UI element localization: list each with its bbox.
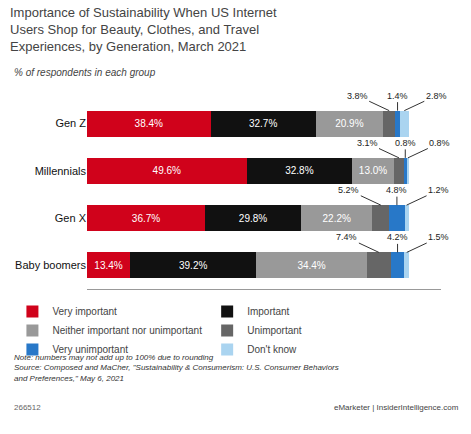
svg-text:1.4%: 1.4% [387,91,408,101]
svg-text:Baby boomers: Baby boomers [15,259,86,271]
svg-text:Don't know: Don't know [247,344,297,355]
svg-text:3.8%: 3.8% [347,91,368,101]
svg-text:Very unimportant: Very unimportant [52,344,128,355]
svg-text:0.8%: 0.8% [429,138,450,148]
svg-text:Importance of Sustainability W: Importance of Sustainability When US Int… [10,5,277,54]
svg-text:13.0%: 13.0% [359,165,387,176]
svg-text:1.5%: 1.5% [428,232,449,242]
svg-text:266512: 266512 [14,403,41,412]
svg-text:13.4%: 13.4% [94,260,122,271]
svg-text:Unimportant: Unimportant [247,325,302,336]
svg-text:38.4%: 38.4% [135,118,163,129]
svg-text:34.4%: 34.4% [297,260,325,271]
svg-text:39.2%: 39.2% [179,260,207,271]
svg-text:7.4%: 7.4% [336,232,357,242]
svg-text:29.8%: 29.8% [239,213,267,224]
svg-text:% of respondents in each group: % of respondents in each group [14,67,156,78]
svg-text:Gen Z: Gen Z [55,117,86,129]
svg-text:0.8%: 0.8% [395,138,416,148]
svg-text:32.7%: 32.7% [249,118,277,129]
svg-text:Very important: Very important [52,306,117,317]
svg-text:49.6%: 49.6% [153,165,181,176]
svg-text:22.2%: 22.2% [322,213,350,224]
svg-text:20.9%: 20.9% [335,118,363,129]
svg-text:4.2%: 4.2% [387,232,408,242]
svg-text:5.2%: 5.2% [338,185,359,195]
svg-text:32.8%: 32.8% [285,165,313,176]
svg-text:2.8%: 2.8% [426,91,447,101]
svg-text:Gen X: Gen X [55,212,87,224]
svg-text:Note: numbers may not add up t: Note: numbers may not add up to 100% due… [14,353,339,383]
svg-text:Millennials: Millennials [35,165,87,177]
svg-text:4.8%: 4.8% [386,185,407,195]
svg-text:3.1%: 3.1% [357,138,378,148]
svg-text:1.2%: 1.2% [428,185,449,195]
svg-text:36.7%: 36.7% [132,213,160,224]
svg-text:Important: Important [247,306,289,317]
svg-text:eMarketer | InsiderIntelligenc: eMarketer | InsiderIntelligence.com [334,403,459,412]
svg-text:Neither important nor unimport: Neither important nor unimportant [52,325,202,336]
